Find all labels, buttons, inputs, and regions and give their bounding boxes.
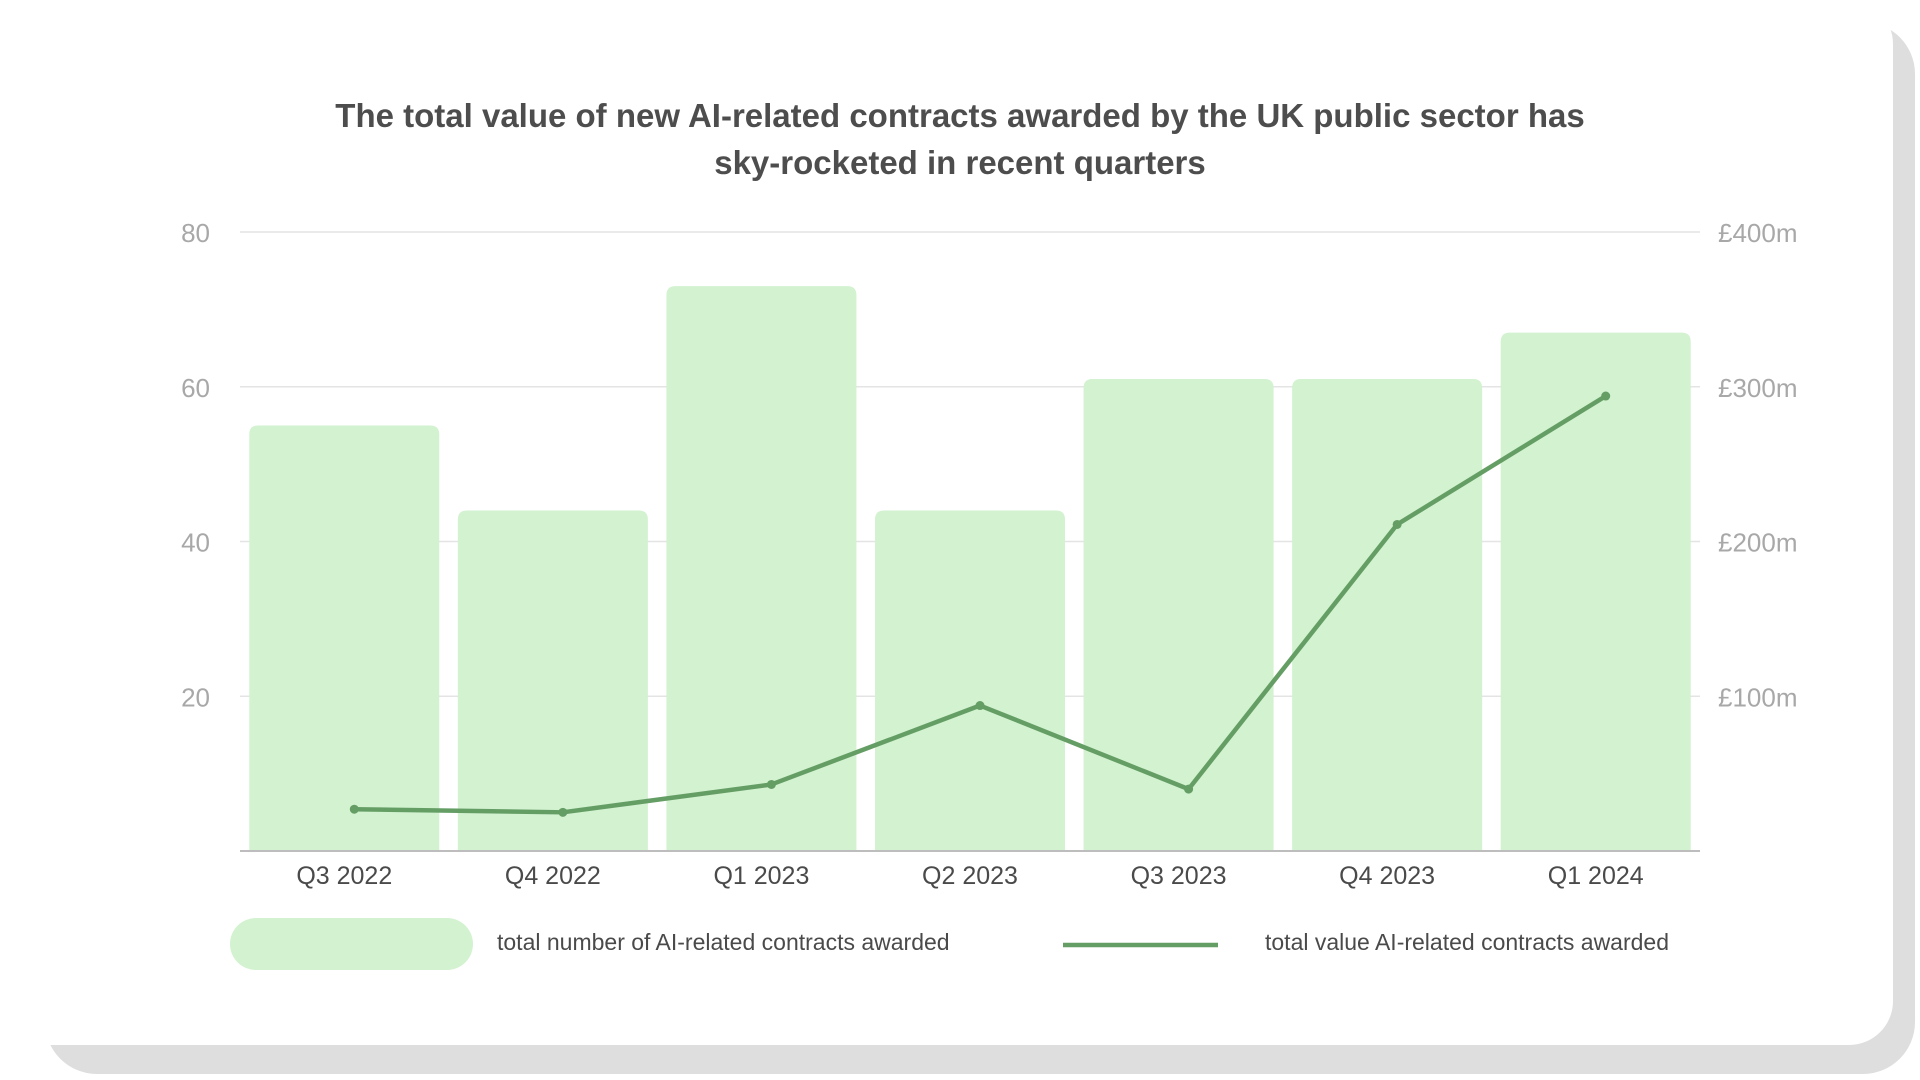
value-point: [1601, 391, 1611, 401]
bar: [457, 510, 648, 851]
value-point: [558, 807, 568, 817]
legend-bar-label: total number of AI-related contracts awa…: [497, 929, 950, 955]
x-tick-label: Q3 2022: [296, 862, 392, 890]
value-point: [1392, 519, 1402, 529]
left-tick-label: 20: [181, 682, 210, 712]
left-tick-label: 60: [181, 373, 210, 403]
chart-title-line-1: The total value of new AI-related contra…: [335, 97, 1585, 134]
legend-bar-swatch: [230, 918, 473, 970]
chart-title-line-2: sky-rocketed in recent quarters: [714, 144, 1206, 181]
right-tick-label: £400m: [1718, 218, 1798, 248]
legend-line-label: total value AI-related contracts awarded: [1265, 929, 1669, 955]
x-tick-label: Q4 2023: [1339, 862, 1435, 890]
bar: [875, 510, 1065, 851]
left-tick-label: 80: [181, 218, 210, 248]
right-tick-label: £100m: [1718, 682, 1798, 712]
value-point: [766, 779, 776, 789]
value-point: [975, 701, 985, 711]
x-tick-label: Q1 2023: [713, 862, 809, 890]
bar: [1500, 332, 1691, 851]
right-tick-label: £200m: [1718, 528, 1798, 558]
x-tick-label: Q2 2023: [922, 862, 1018, 890]
left-tick-label: 40: [181, 528, 210, 558]
x-tick-label: Q4 2022: [505, 862, 601, 890]
chart-title: The total value of new AI-related contra…: [0, 92, 1920, 186]
value-point: [1184, 784, 1194, 794]
bar: [1083, 379, 1274, 851]
bar: [666, 286, 857, 852]
x-tick-label: Q1 2024: [1548, 862, 1644, 890]
x-tick-label: Q3 2023: [1131, 862, 1227, 890]
bar: [249, 425, 440, 851]
bar: [1292, 379, 1483, 851]
value-point: [349, 804, 359, 814]
right-tick-label: £300m: [1718, 373, 1798, 403]
